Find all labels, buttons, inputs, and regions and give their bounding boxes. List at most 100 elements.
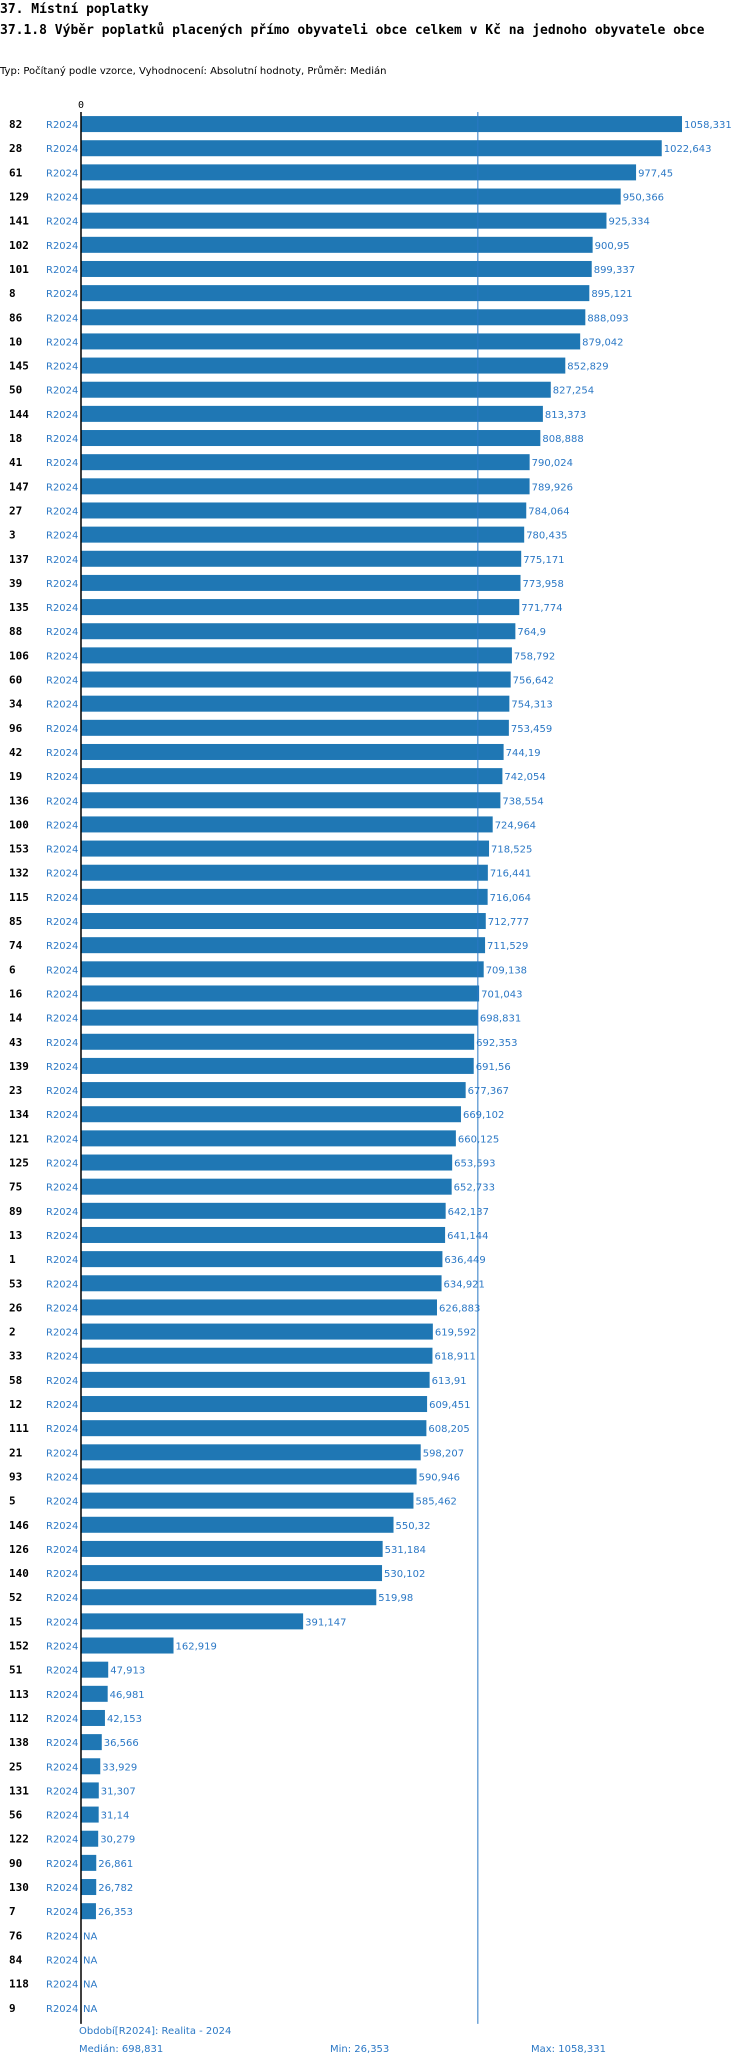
- section-title: 37. Místní poplatky: [0, 2, 149, 17]
- bar: [81, 599, 520, 616]
- row-id-label: 147: [9, 480, 29, 493]
- row-id-label: 3: [9, 529, 16, 542]
- bar: [81, 1734, 102, 1751]
- row-period-label: R2024: [46, 1279, 78, 1290]
- row-period-label: R2024: [46, 506, 78, 517]
- bar: [81, 1903, 96, 1920]
- row-period-label: R2024: [46, 265, 78, 276]
- row-period-label: R2024: [46, 1352, 78, 1363]
- value-label: 771,774: [521, 603, 562, 614]
- value-label: 827,254: [553, 386, 594, 397]
- value-label: 899,337: [594, 265, 635, 276]
- row-id-label: 10: [9, 335, 22, 348]
- row-id-label: 118: [9, 1978, 29, 1991]
- bar: [81, 1323, 433, 1340]
- value-label: 977,45: [638, 168, 673, 179]
- value-label: 590,946: [419, 1472, 460, 1483]
- bar: [81, 840, 490, 857]
- row-id-label: 33: [9, 1350, 22, 1363]
- bar: [81, 1492, 414, 1509]
- row-id-label: 130: [9, 1881, 29, 1894]
- value-label: 718,525: [491, 845, 532, 856]
- row-period-label: R2024: [46, 893, 78, 904]
- row-period-label: R2024: [46, 1424, 78, 1435]
- bar: [81, 1879, 97, 1896]
- row-id-label: 26: [9, 1301, 23, 1314]
- row-id-label: 39: [9, 577, 22, 590]
- value-label: 46,981: [110, 1690, 145, 1701]
- value-label: 716,064: [490, 893, 531, 904]
- row-id-label: 100: [9, 818, 29, 831]
- row-period-label: R2024: [46, 1497, 78, 1508]
- row-id-label: 19: [9, 770, 22, 783]
- footer-period: Období[R2024]: Realita - 2024: [79, 2026, 232, 2037]
- value-label: 900,95: [595, 241, 630, 252]
- bar: [81, 1009, 478, 1026]
- value-label: 879,042: [582, 337, 623, 348]
- row-period-label: R2024: [46, 676, 78, 687]
- row-id-label: 129: [9, 191, 29, 204]
- bar: [81, 1347, 433, 1364]
- row-period-label: R2024: [46, 1859, 78, 1870]
- row-id-label: 74: [9, 939, 23, 952]
- bar: [81, 430, 541, 447]
- row-period-label: R2024: [46, 410, 78, 421]
- row-id-label: 18: [9, 432, 22, 445]
- row-period-label: R2024: [46, 1762, 78, 1773]
- bar: [81, 550, 522, 567]
- row-id-label: 8: [9, 287, 16, 300]
- value-label: 744,19: [506, 748, 541, 759]
- bar: [81, 1275, 442, 1292]
- bar: [81, 1178, 452, 1195]
- bar: [81, 164, 637, 181]
- bar: [81, 188, 621, 205]
- row-period-label: R2024: [46, 1931, 78, 1942]
- value-label: NA: [83, 1980, 97, 1991]
- value-label: 677,367: [468, 1086, 509, 1097]
- bar: [81, 888, 488, 905]
- row-id-label: 42: [9, 746, 22, 759]
- value-label: NA: [83, 1955, 97, 1966]
- value-label: 784,064: [528, 506, 569, 517]
- bar: [81, 454, 530, 471]
- row-period-label: R2024: [46, 1062, 78, 1073]
- bar: [81, 1782, 99, 1799]
- row-period-label: R2024: [46, 1014, 78, 1025]
- bar: [81, 309, 586, 326]
- row-period-label: R2024: [46, 1545, 78, 1556]
- row-id-label: 14: [9, 1012, 23, 1025]
- row-period-label: R2024: [46, 1786, 78, 1797]
- value-label: 634,921: [444, 1279, 485, 1290]
- bar: [81, 913, 486, 930]
- row-id-label: 125: [9, 1157, 29, 1170]
- row-period-label: R2024: [46, 289, 78, 300]
- bar: [81, 526, 525, 543]
- row-period-label: R2024: [46, 1569, 78, 1580]
- bar: [81, 1685, 108, 1702]
- value-label: 519,98: [378, 1593, 413, 1604]
- row-period-label: R2024: [46, 1086, 78, 1097]
- value-label: 613,91: [432, 1376, 467, 1387]
- value-label: 608,205: [428, 1424, 469, 1435]
- value-label: 773,958: [523, 579, 564, 590]
- bar: [81, 116, 682, 133]
- row-period-label: R2024: [46, 1714, 78, 1725]
- row-period-label: R2024: [46, 1255, 78, 1266]
- chart-title: 37.1.8 Výběr poplatků placených přímo ob…: [0, 23, 705, 38]
- row-id-label: 76: [9, 1929, 23, 1942]
- chart-subtitle: Typ: Počítaný podle vzorce, Vyhodnocení:…: [0, 66, 387, 77]
- bar: [81, 1371, 430, 1388]
- bar: [81, 864, 488, 881]
- row-period-label: R2024: [46, 651, 78, 662]
- row-id-label: 7: [9, 1905, 16, 1918]
- bar: [81, 1106, 461, 1123]
- row-period-label: R2024: [46, 1690, 78, 1701]
- bar: [81, 140, 662, 157]
- row-id-label: 136: [9, 794, 29, 807]
- value-label: 36,566: [104, 1738, 139, 1749]
- row-id-label: 2: [9, 1326, 16, 1339]
- row-period-label: R2024: [46, 2004, 78, 2015]
- value-label: 1022,643: [664, 144, 712, 155]
- bar: [81, 671, 511, 688]
